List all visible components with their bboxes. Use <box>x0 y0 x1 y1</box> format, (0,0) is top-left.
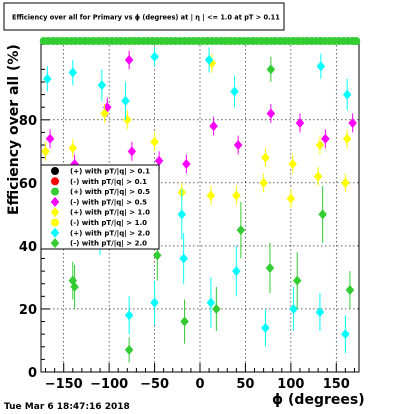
y-axis-title: Efficiency over all (%) <box>6 44 22 215</box>
legend-marker <box>50 196 60 207</box>
data-point <box>341 177 350 188</box>
data-point <box>292 275 302 286</box>
chart-title: Efficiency over all for Primary vs ϕ (de… <box>12 14 280 23</box>
legend-label: (+) with pT/|q| > 1.0 <box>70 209 150 218</box>
data-point <box>150 51 159 62</box>
y-tick-label: 20 <box>19 303 37 318</box>
data-point <box>179 253 188 264</box>
data-point <box>233 140 243 151</box>
data-point <box>352 37 361 45</box>
data-point <box>313 171 323 182</box>
x-tick-label: 150 <box>323 377 350 392</box>
data-point <box>127 146 137 157</box>
data-point <box>206 190 216 201</box>
data-point <box>97 80 107 91</box>
y-tick-label: 60 <box>19 177 37 192</box>
data-point <box>124 310 134 321</box>
data-point <box>206 297 216 308</box>
data-point <box>150 136 159 147</box>
x-tick-label: 100 <box>277 377 304 392</box>
data-point <box>124 344 134 355</box>
data-point <box>180 316 189 327</box>
legend-marker <box>51 187 59 196</box>
data-point <box>124 54 134 65</box>
data-point <box>321 133 330 144</box>
x-tick-label: −100 <box>90 377 128 392</box>
data-point <box>230 86 239 97</box>
legend-marker <box>50 207 60 218</box>
legend-marker <box>50 227 60 238</box>
legend-marker <box>51 177 59 186</box>
legend-label: (+) with pT/|q| > 2.0 <box>70 229 150 238</box>
ticks-layer: −150 −100 −50 0 50 100 150 0 20 40 60 80 <box>19 43 355 392</box>
data-point <box>121 95 130 106</box>
data-point <box>286 193 296 204</box>
legend-label: (-) with pT/|q| > 0.5 <box>70 198 147 207</box>
data-point <box>153 250 162 261</box>
data-point <box>315 140 325 151</box>
data-point <box>150 297 159 308</box>
data-point <box>232 190 241 201</box>
data-point <box>316 61 326 72</box>
x-tick-label: −150 <box>45 377 83 392</box>
y-tick-label: 80 <box>19 114 37 129</box>
x-tick-label: 50 <box>236 377 254 392</box>
legend: (+) with pT/|q| > 0.1(-) with pT/|q| > 0… <box>40 164 160 250</box>
data-point <box>43 73 52 84</box>
data-point <box>232 266 241 277</box>
data-point <box>342 89 352 100</box>
legend-label: (-) with pT/|q| > 0.1 <box>70 178 147 187</box>
legend-marker <box>50 238 60 249</box>
title-box: Efficiency over all for Primary vs ϕ (de… <box>3 2 285 31</box>
y-tick-label: 0 <box>28 366 37 381</box>
data-point <box>154 155 164 166</box>
legend-box <box>40 164 160 250</box>
data-point <box>348 117 357 128</box>
data-point <box>315 307 325 318</box>
data-point <box>209 121 218 132</box>
data-point <box>68 143 78 154</box>
data-point <box>266 108 276 119</box>
data-point <box>265 262 275 273</box>
data-point <box>261 322 270 333</box>
legend-label: (-) with pT/|q| > 1.0 <box>70 219 147 228</box>
data-point <box>123 114 132 125</box>
timestamp: Tue Mar 6 18:47:16 2018 <box>4 402 130 412</box>
data-point <box>345 285 355 296</box>
data-point <box>288 158 297 169</box>
legend-label: (+) with pT/|q| > 0.5 <box>70 188 150 197</box>
data-point <box>318 209 327 220</box>
data-point <box>177 209 187 220</box>
legend-marker <box>51 167 59 175</box>
x-tick-label: −50 <box>140 377 169 392</box>
data-point <box>259 177 268 188</box>
x-tick-label: 0 <box>195 377 204 392</box>
data-point <box>212 303 221 314</box>
data-point <box>68 275 78 286</box>
data-point <box>45 133 55 144</box>
marks-layer <box>39 37 361 363</box>
y-tick-label: 40 <box>19 240 37 255</box>
data-point <box>68 67 78 78</box>
data-point <box>41 146 50 157</box>
data-point <box>295 117 305 128</box>
legend-label: (-) with pT/|q| > 2.0 <box>70 240 147 249</box>
data-point <box>261 152 270 163</box>
data-point <box>266 64 276 75</box>
data-point <box>100 108 109 119</box>
x-axis-title: ϕ (degrees) <box>272 392 365 408</box>
data-point <box>204 54 214 65</box>
legend-label: (+) with pT/|q| > 0.1 <box>70 168 150 177</box>
legend-marker <box>51 218 59 227</box>
data-point <box>182 158 191 169</box>
data-point <box>236 225 246 236</box>
data-point <box>342 133 352 144</box>
data-point <box>341 329 350 340</box>
data-point <box>289 303 298 314</box>
